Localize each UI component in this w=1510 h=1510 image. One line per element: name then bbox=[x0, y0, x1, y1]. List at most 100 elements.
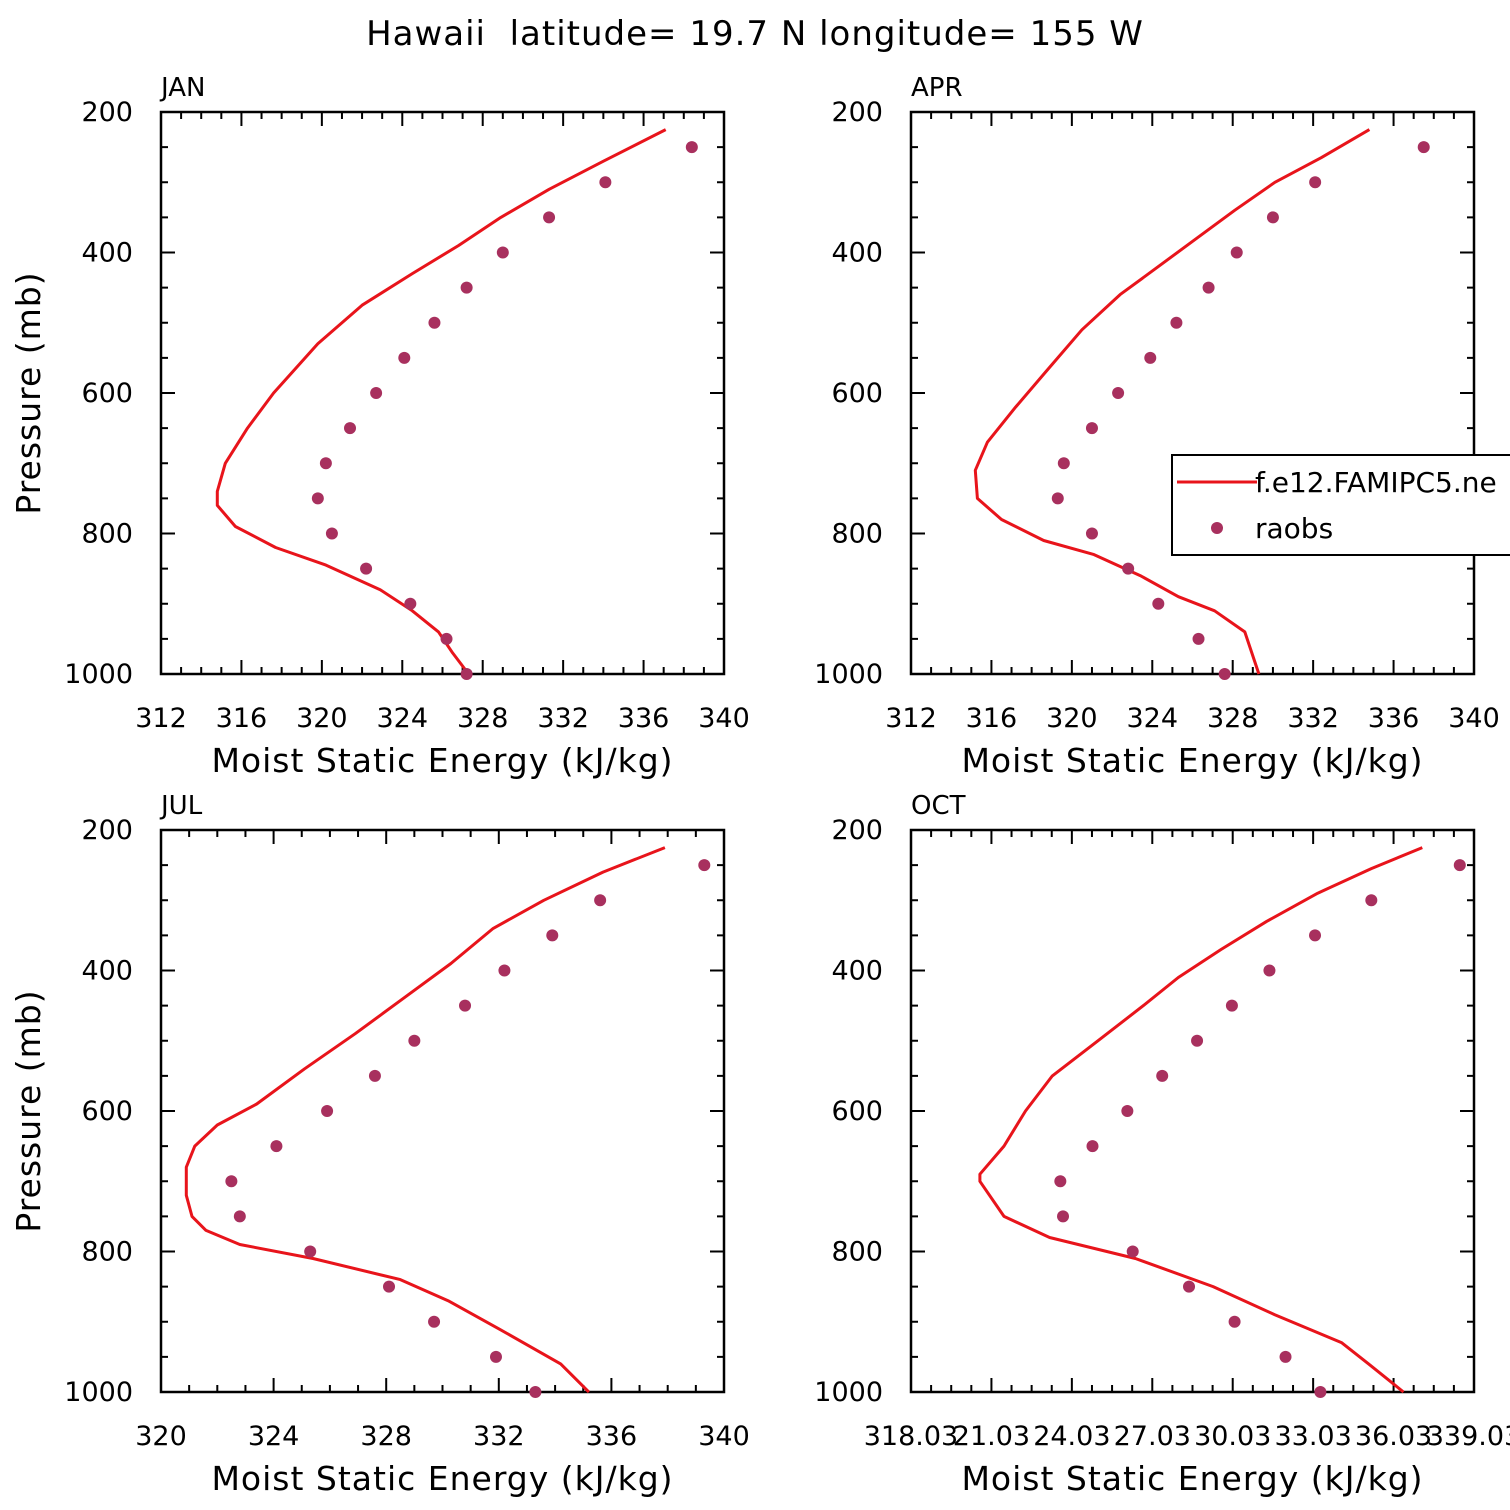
y-tick-label: 600 bbox=[831, 378, 883, 409]
y-tick-label: 200 bbox=[81, 815, 133, 846]
x-tick-label: 339.03 bbox=[1427, 1421, 1510, 1452]
legend-obs-label: raobs bbox=[1255, 512, 1333, 545]
obs-point bbox=[546, 929, 559, 942]
x-tick-label: 332 bbox=[1287, 703, 1339, 734]
plot-frame bbox=[159, 110, 726, 676]
x-tick-label: 27.03 bbox=[1114, 1421, 1191, 1452]
y-tick-label: 1000 bbox=[64, 659, 133, 690]
obs-point bbox=[1156, 1069, 1169, 1082]
x-tick-label: 21.03 bbox=[953, 1421, 1030, 1452]
obs-point bbox=[1417, 141, 1430, 154]
obs-point bbox=[368, 1069, 381, 1082]
y-axis-title: Pressure (mb) bbox=[9, 271, 48, 514]
y-tick-label: 1000 bbox=[814, 659, 883, 690]
x-tick-label: 336 bbox=[586, 1421, 638, 1452]
y-tick-label: 600 bbox=[81, 378, 133, 409]
legend-model-label: f.e12.FAMIPC5.ne bbox=[1255, 466, 1497, 499]
obs-point bbox=[543, 211, 556, 224]
y-axis-title: Pressure (mb) bbox=[9, 989, 48, 1232]
obs-point bbox=[489, 1350, 502, 1363]
obs-point bbox=[1279, 1350, 1292, 1363]
x-tick-label: 312 bbox=[885, 703, 937, 734]
obs-point bbox=[1121, 1105, 1134, 1117]
obs-point bbox=[460, 281, 473, 294]
x-axis-title: Moist Static Energy (kJ/kg) bbox=[961, 741, 1423, 780]
x-tick-label: 320 bbox=[296, 703, 348, 734]
obs-point bbox=[225, 1175, 238, 1188]
obs-point bbox=[1085, 527, 1098, 540]
obs-point bbox=[1191, 1034, 1204, 1047]
y-tick-label: 400 bbox=[81, 956, 133, 987]
x-tick-label: 324 bbox=[377, 703, 429, 734]
obs-point bbox=[233, 1210, 246, 1223]
x-tick-label: 328 bbox=[457, 703, 509, 734]
obs-point bbox=[1309, 176, 1322, 189]
model-series-line bbox=[215, 128, 667, 675]
obs-point bbox=[1170, 316, 1183, 329]
x-tick-label: 318.03 bbox=[864, 1421, 958, 1452]
x-tick-label: 328 bbox=[1207, 703, 1259, 734]
obs-point bbox=[529, 1386, 542, 1398]
obs-point bbox=[1144, 351, 1157, 364]
x-tick-label: 30.03 bbox=[1194, 1421, 1271, 1452]
x-tick-label: 36.03 bbox=[1355, 1421, 1432, 1452]
obs-point bbox=[698, 859, 711, 872]
obs-point bbox=[440, 632, 453, 645]
obs-point bbox=[398, 351, 411, 364]
obs-point bbox=[1057, 457, 1070, 470]
y-tick-label: 200 bbox=[831, 815, 883, 846]
model-series-line bbox=[978, 846, 1423, 1394]
obs-point bbox=[1453, 859, 1466, 872]
legend: f.e12.FAMIPC5.ne raobs bbox=[1171, 454, 1510, 556]
panel-label: OCT bbox=[911, 791, 966, 821]
obs-point bbox=[1192, 632, 1205, 645]
obs-point bbox=[404, 597, 417, 610]
obs-point bbox=[270, 1140, 283, 1153]
obs-point bbox=[428, 316, 441, 329]
y-tick-label: 400 bbox=[831, 956, 883, 987]
obs-point bbox=[685, 141, 698, 154]
x-tick-label: 320 bbox=[135, 1421, 187, 1452]
obs-point bbox=[459, 999, 472, 1012]
x-tick-label: 340 bbox=[698, 1421, 750, 1452]
y-tick-label: 800 bbox=[81, 1237, 133, 1268]
x-axis-title: Moist Static Energy (kJ/kg) bbox=[211, 1459, 673, 1498]
obs-point bbox=[1309, 929, 1322, 942]
y-tick-label: 800 bbox=[81, 519, 133, 550]
obs-point bbox=[311, 492, 324, 505]
obs-point bbox=[1085, 422, 1098, 435]
y-tick-label: 1000 bbox=[814, 1377, 883, 1408]
x-tick-label: 316 bbox=[216, 703, 268, 734]
obs-point bbox=[304, 1245, 317, 1258]
obs-point bbox=[1057, 1210, 1070, 1223]
x-axis-title: Moist Static Energy (kJ/kg) bbox=[961, 1459, 1423, 1498]
obs-point bbox=[498, 964, 511, 977]
y-tick-label: 600 bbox=[831, 1096, 883, 1127]
model-series-line bbox=[184, 846, 666, 1394]
obs-point bbox=[383, 1280, 396, 1293]
obs-point bbox=[1051, 492, 1064, 505]
obs-point bbox=[370, 387, 383, 399]
x-tick-label: 324 bbox=[1127, 703, 1179, 734]
obs-point bbox=[594, 894, 607, 907]
panel-label: JUL bbox=[159, 791, 203, 821]
x-tick-label: 24.03 bbox=[1033, 1421, 1110, 1452]
x-tick-label: 320 bbox=[1046, 703, 1098, 734]
plot-frame bbox=[909, 110, 1476, 676]
obs-point bbox=[599, 176, 612, 189]
x-tick-label: 332 bbox=[537, 703, 589, 734]
obs-point bbox=[1266, 211, 1279, 224]
x-tick-label: 336 bbox=[618, 703, 670, 734]
obs-point bbox=[344, 422, 357, 435]
obs-point bbox=[460, 668, 473, 680]
obs-point bbox=[408, 1034, 421, 1047]
obs-point bbox=[1202, 281, 1215, 294]
y-tick-label: 600 bbox=[81, 1096, 133, 1127]
x-tick-label: 312 bbox=[135, 703, 187, 734]
x-tick-label: 328 bbox=[360, 1421, 412, 1452]
y-tick-label: 1000 bbox=[64, 1377, 133, 1408]
obs-point bbox=[321, 1105, 334, 1117]
